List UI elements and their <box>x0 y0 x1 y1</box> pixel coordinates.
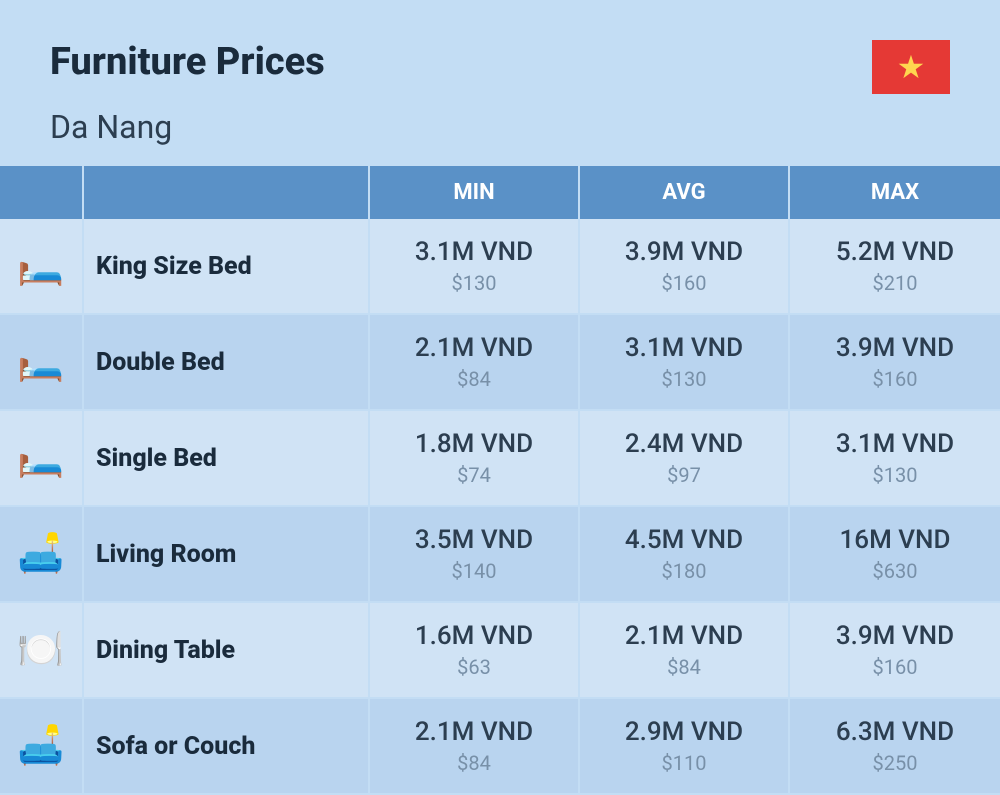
item-icon: 🛏️ <box>0 411 84 505</box>
price-vnd: 3.9M VND <box>836 333 954 363</box>
price-cell-min: 3.5M VND $140 <box>370 507 580 601</box>
price-vnd: 16M VND <box>840 525 951 555</box>
price-usd: $97 <box>667 463 701 487</box>
item-icon: 🍽️ <box>0 603 84 697</box>
item-icon: 🛏️ <box>0 315 84 409</box>
price-usd: $84 <box>667 655 701 679</box>
price-cell-max: 6.3M VND $250 <box>790 699 1000 793</box>
price-cell-avg: 3.1M VND $130 <box>580 315 790 409</box>
th-max: MAX <box>790 166 1000 219</box>
price-cell-min: 2.1M VND $84 <box>370 699 580 793</box>
price-cell-min: 2.1M VND $84 <box>370 315 580 409</box>
th-avg: AVG <box>580 166 790 219</box>
price-vnd: 1.8M VND <box>415 429 533 459</box>
price-usd: $110 <box>662 751 707 775</box>
item-name: Sofa or Couch <box>84 699 370 793</box>
price-cell-max: 3.1M VND $130 <box>790 411 1000 505</box>
price-usd: $140 <box>452 559 497 583</box>
header-text: Furniture Prices Da Nang <box>50 40 325 146</box>
price-cell-avg: 4.5M VND $180 <box>580 507 790 601</box>
price-vnd: 2.4M VND <box>625 429 743 459</box>
item-icon: 🛏️ <box>0 219 84 313</box>
header: Furniture Prices Da Nang ★ <box>0 0 1000 166</box>
item-name: Living Room <box>84 507 370 601</box>
price-usd: $84 <box>457 751 491 775</box>
table-row: 🛋️Sofa or Couch 2.1M VND $84 2.9M VND $110 6.… <box>0 699 1000 795</box>
table-row: 🛋️Living Room 3.5M VND $140 4.5M VND $180 16M… <box>0 507 1000 603</box>
price-cell-avg: 2.9M VND $110 <box>580 699 790 793</box>
price-usd: $160 <box>873 655 918 679</box>
price-cell-max: 16M VND $630 <box>790 507 1000 601</box>
page-subtitle: Da Nang <box>50 108 325 146</box>
price-usd: $63 <box>457 655 491 679</box>
price-vnd: 3.9M VND <box>836 621 954 651</box>
item-name: Double Bed <box>84 315 370 409</box>
price-vnd: 2.1M VND <box>625 621 743 651</box>
price-usd: $250 <box>873 751 918 775</box>
price-usd: $74 <box>457 463 491 487</box>
price-cell-avg: 3.9M VND $160 <box>580 219 790 313</box>
price-vnd: 3.5M VND <box>415 525 533 555</box>
flag-star-icon: ★ <box>897 48 926 86</box>
price-cell-avg: 2.1M VND $84 <box>580 603 790 697</box>
price-vnd: 2.1M VND <box>415 333 533 363</box>
price-vnd: 6.3M VND <box>836 717 954 747</box>
item-name: Dining Table <box>84 603 370 697</box>
price-vnd: 1.6M VND <box>415 621 533 651</box>
th-name <box>84 166 370 219</box>
price-usd: $160 <box>662 271 707 295</box>
price-vnd: 2.9M VND <box>625 717 743 747</box>
price-usd: $130 <box>662 367 707 391</box>
price-cell-min: 1.8M VND $74 <box>370 411 580 505</box>
price-usd: $130 <box>452 271 497 295</box>
price-usd: $84 <box>457 367 491 391</box>
price-cell-min: 1.6M VND $63 <box>370 603 580 697</box>
price-usd: $210 <box>873 271 918 295</box>
price-table: MIN AVG MAX 🛏️King Size Bed3.1M VND$1303… <box>0 166 1000 795</box>
price-vnd: 3.9M VND <box>625 237 743 267</box>
price-vnd: 3.1M VND <box>836 429 954 459</box>
flag-icon: ★ <box>872 40 950 94</box>
table-row: 🛏️Single Bed 1.8M VND $74 2.4M VND $97 3.1M V… <box>0 411 1000 507</box>
table-row: 🛏️King Size Bed 3.1M VND $130 3.9M VND $160 5… <box>0 219 1000 315</box>
price-usd: $130 <box>873 463 918 487</box>
price-cell-max: 5.2M VND $210 <box>790 219 1000 313</box>
price-vnd: 3.1M VND <box>415 237 533 267</box>
th-min: MIN <box>370 166 580 219</box>
price-vnd: 2.1M VND <box>415 717 533 747</box>
price-vnd: 5.2M VND <box>836 237 954 267</box>
price-usd: $630 <box>873 559 918 583</box>
price-cell-max: 3.9M VND $160 <box>790 603 1000 697</box>
item-name: Single Bed <box>84 411 370 505</box>
item-icon: 🛋️ <box>0 507 84 601</box>
price-cell-max: 3.9M VND $160 <box>790 315 1000 409</box>
price-vnd: 3.1M VND <box>625 333 743 363</box>
table-row: 🍽️Dining Table 1.6M VND $63 2.1M VND $84 3.9M… <box>0 603 1000 699</box>
price-vnd: 4.5M VND <box>625 525 743 555</box>
price-cell-avg: 2.4M VND $97 <box>580 411 790 505</box>
page-title: Furniture Prices <box>50 40 325 84</box>
item-icon: 🛋️ <box>0 699 84 793</box>
table-row: 🛏️Double Bed 2.1M VND $84 3.1M VND $130 3.9M … <box>0 315 1000 411</box>
price-cell-min: 3.1M VND $130 <box>370 219 580 313</box>
price-usd: $160 <box>873 367 918 391</box>
item-name: King Size Bed <box>84 219 370 313</box>
price-usd: $180 <box>662 559 707 583</box>
table-body: 🛏️King Size Bed3.1M VND$1303.9M VND$1605… <box>0 219 1000 795</box>
table-header-row: MIN AVG MAX <box>0 166 1000 219</box>
th-icon <box>0 166 84 219</box>
